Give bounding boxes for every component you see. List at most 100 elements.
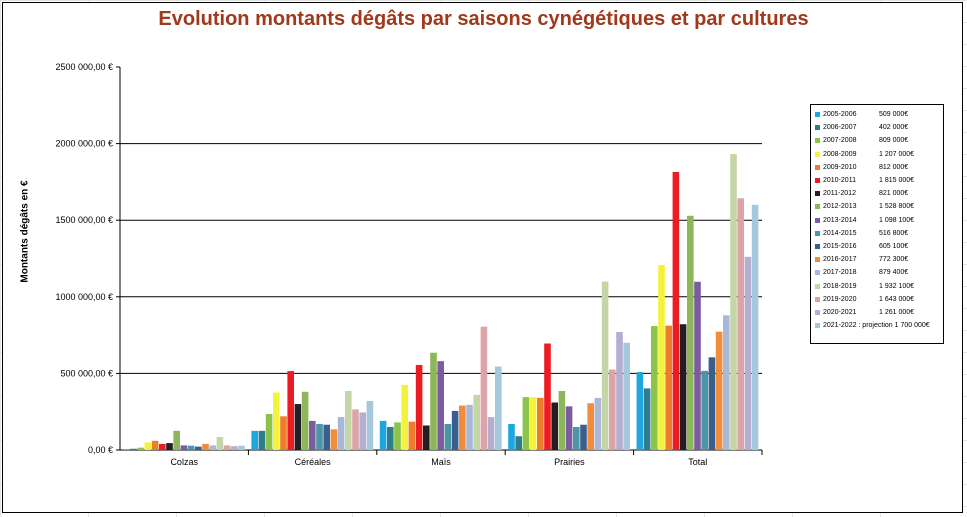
bar[interactable] [679, 324, 687, 450]
bar[interactable] [159, 443, 166, 450]
bar[interactable] [558, 391, 566, 450]
bar[interactable] [437, 361, 444, 450]
bar[interactable] [544, 343, 551, 450]
bar[interactable] [258, 430, 266, 450]
bar[interactable] [265, 413, 273, 450]
bar[interactable] [187, 445, 195, 450]
bar[interactable] [359, 412, 366, 450]
legend-item[interactable]: 2006-2007 402 000€ [815, 121, 939, 134]
bar[interactable] [616, 332, 623, 450]
bar[interactable] [394, 422, 401, 450]
bar[interactable] [330, 429, 338, 450]
legend-item[interactable]: 2007-2008 809 000€ [815, 134, 939, 147]
bar[interactable] [130, 448, 137, 450]
bar[interactable] [651, 326, 658, 450]
bar[interactable] [223, 445, 231, 450]
bar[interactable] [508, 423, 515, 450]
bar[interactable] [123, 449, 130, 450]
bar[interactable] [573, 427, 580, 450]
bar[interactable] [415, 364, 423, 450]
bar[interactable] [487, 417, 495, 450]
bar[interactable] [309, 420, 316, 450]
bar[interactable] [737, 198, 744, 450]
bar[interactable] [744, 256, 752, 450]
bar[interactable] [408, 421, 416, 450]
bar[interactable] [473, 394, 480, 450]
bar[interactable] [687, 215, 694, 450]
bar[interactable] [636, 372, 644, 450]
bar[interactable] [495, 366, 502, 450]
bar[interactable] [701, 370, 708, 450]
bar[interactable] [658, 265, 665, 450]
bar[interactable] [144, 442, 152, 450]
bar[interactable] [216, 436, 224, 450]
bar[interactable] [345, 391, 352, 450]
legend-item[interactable]: 2009-2010 812 000€ [815, 161, 939, 174]
bar[interactable] [173, 430, 180, 450]
chart-legend[interactable]: 2005-2006 509 000€ 2006-2007 402 000€ 2007-2… [810, 104, 944, 344]
bar[interactable] [202, 443, 209, 450]
bar[interactable] [209, 445, 216, 450]
bar[interactable] [352, 409, 359, 450]
bar[interactable] [316, 423, 323, 450]
legend-item[interactable]: 2013-2014 1 098 100€ [815, 214, 939, 227]
bar[interactable] [623, 342, 630, 450]
bar[interactable] [466, 404, 473, 450]
bar[interactable] [515, 436, 522, 450]
bar[interactable] [387, 427, 394, 450]
bar[interactable] [751, 204, 759, 450]
bar[interactable] [238, 445, 245, 450]
bar[interactable] [231, 446, 238, 450]
bar[interactable] [323, 424, 330, 450]
bar[interactable] [594, 397, 602, 450]
bar[interactable] [444, 423, 452, 450]
bar[interactable] [665, 325, 672, 450]
bar[interactable] [480, 326, 488, 450]
bar[interactable] [423, 425, 430, 450]
legend-item[interactable]: 2008-2009 1 207 000€ [815, 148, 939, 161]
legend-item[interactable]: 2018-2019 1 932 100€ [815, 279, 939, 292]
bar[interactable] [166, 443, 173, 450]
bar[interactable] [715, 331, 723, 450]
bar[interactable] [537, 397, 544, 450]
bar[interactable] [151, 440, 159, 450]
bar[interactable] [280, 416, 287, 450]
bar[interactable] [337, 417, 345, 450]
legend-item[interactable]: 2005-2006 509 000€ [815, 108, 939, 121]
legend-item[interactable]: 2021-2022 : projection 1 700 000€ [815, 319, 939, 332]
legend-item[interactable]: 2015-2016 605 100€ [815, 240, 939, 253]
bar[interactable] [401, 384, 408, 450]
bar[interactable] [430, 352, 437, 450]
legend-item[interactable]: 2010-2011 1 815 000€ [815, 174, 939, 187]
bar[interactable] [195, 446, 202, 450]
bar[interactable] [609, 369, 616, 450]
legend-item[interactable]: 2011-2012 821 000€ [815, 187, 939, 200]
bar[interactable] [459, 405, 466, 450]
legend-item[interactable]: 2012-2013 1 528 800€ [815, 200, 939, 213]
bar[interactable] [379, 420, 387, 450]
bar[interactable] [522, 397, 530, 450]
bar[interactable] [694, 281, 701, 450]
legend-item[interactable]: 2019-2020 1 643 000€ [815, 293, 939, 306]
bar[interactable] [287, 371, 294, 450]
legend-item[interactable]: 2020-2021 1 261 000€ [815, 306, 939, 319]
legend-item[interactable]: 2014-2015 516 800€ [815, 227, 939, 240]
bar[interactable] [730, 154, 737, 451]
legend-item[interactable]: 2017-2018 879 400€ [815, 266, 939, 279]
bar[interactable] [451, 410, 459, 450]
bar[interactable] [180, 445, 188, 450]
bar[interactable] [601, 281, 609, 450]
bar[interactable] [580, 424, 587, 450]
legend-item[interactable]: 2016-2017 772 300€ [815, 253, 939, 266]
bar[interactable] [708, 357, 716, 450]
bar[interactable] [672, 171, 680, 450]
bar[interactable] [551, 402, 558, 450]
bar[interactable] [366, 400, 374, 450]
bar[interactable] [587, 403, 594, 450]
bar[interactable] [273, 392, 280, 450]
bar[interactable] [251, 430, 258, 450]
bar[interactable] [294, 404, 302, 450]
bar[interactable] [301, 391, 309, 450]
bar[interactable] [565, 406, 573, 450]
